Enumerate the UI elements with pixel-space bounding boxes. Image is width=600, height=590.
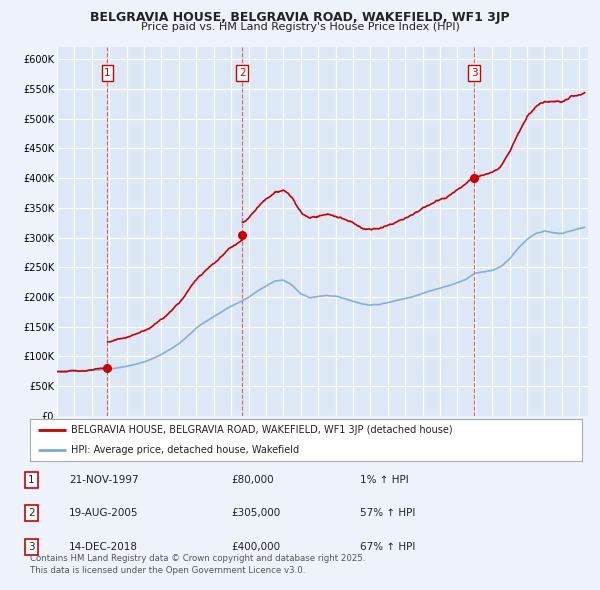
Text: £80,000: £80,000 — [231, 475, 274, 484]
Text: 1: 1 — [28, 475, 35, 484]
Text: 3: 3 — [28, 542, 35, 552]
Text: Price paid vs. HM Land Registry's House Price Index (HPI): Price paid vs. HM Land Registry's House … — [140, 22, 460, 32]
Text: HPI: Average price, detached house, Wakefield: HPI: Average price, detached house, Wake… — [71, 445, 299, 455]
Text: BELGRAVIA HOUSE, BELGRAVIA ROAD, WAKEFIELD, WF1 3JP: BELGRAVIA HOUSE, BELGRAVIA ROAD, WAKEFIE… — [90, 11, 510, 24]
Text: 14-DEC-2018: 14-DEC-2018 — [69, 542, 138, 552]
Text: 21-NOV-1997: 21-NOV-1997 — [69, 475, 139, 484]
Text: 2: 2 — [239, 68, 245, 78]
Text: 57% ↑ HPI: 57% ↑ HPI — [360, 509, 415, 518]
Text: 1% ↑ HPI: 1% ↑ HPI — [360, 475, 409, 484]
Text: 3: 3 — [471, 68, 478, 78]
Text: £305,000: £305,000 — [231, 509, 280, 518]
Text: 67% ↑ HPI: 67% ↑ HPI — [360, 542, 415, 552]
Text: BELGRAVIA HOUSE, BELGRAVIA ROAD, WAKEFIELD, WF1 3JP (detached house): BELGRAVIA HOUSE, BELGRAVIA ROAD, WAKEFIE… — [71, 425, 453, 435]
Text: £400,000: £400,000 — [231, 542, 280, 552]
Text: 2: 2 — [28, 509, 35, 518]
Text: Contains HM Land Registry data © Crown copyright and database right 2025.
This d: Contains HM Land Registry data © Crown c… — [30, 555, 365, 575]
Text: 19-AUG-2005: 19-AUG-2005 — [69, 509, 139, 518]
Text: 1: 1 — [104, 68, 111, 78]
